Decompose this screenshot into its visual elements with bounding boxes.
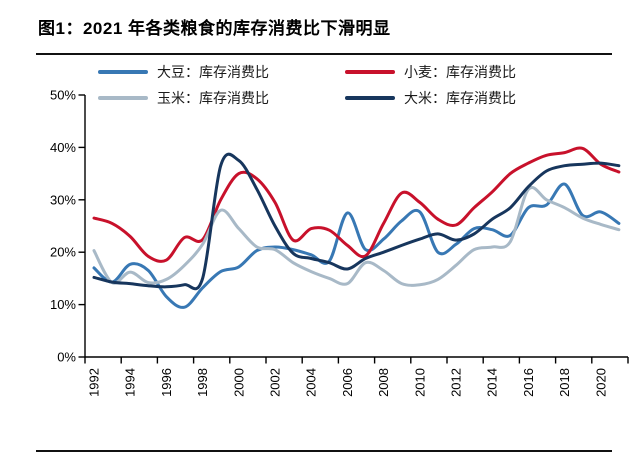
legend-item-soybean: 大豆：库存消费比 [98,63,269,81]
x-axis-label: 2004 [304,368,319,397]
legend-item-corn: 玉米：库存消费比 [98,89,269,107]
legend-label-wheat: 小麦：库存消费比 [404,64,516,80]
y-axis-label: 0% [57,350,76,365]
series-line-wheat [92,146,621,263]
series-line-soybean [92,182,621,309]
x-axis-label: 2000 [231,368,246,397]
y-axis-label: 50% [50,88,76,103]
y-axis-label: 30% [50,192,76,207]
legend-line-swatch-rice [345,96,395,100]
title-divider [36,53,612,55]
bottom-divider [36,450,612,452]
x-axis-label: 2014 [485,368,500,397]
x-axis-label: 1998 [195,368,210,397]
x-axis-label: 2016 [521,368,536,397]
legend-label-soybean: 大豆：库存消费比 [157,64,269,80]
x-axis-label: 1994 [123,368,138,397]
legend-line-swatch-soybean [98,70,148,74]
x-axis-label: 2006 [340,368,355,397]
x-axis-label: 2002 [268,368,283,397]
x-axis-label: 2018 [557,368,572,397]
x-axis-label: 2012 [449,368,464,397]
y-axis-label: 40% [50,140,76,155]
series-line-corn [92,186,621,287]
y-axis-label: 10% [50,297,76,312]
x-axis-label: 2008 [376,368,391,397]
legend-label-rice: 大米：库存消费比 [404,90,516,106]
legend-label-corn: 玉米：库存消费比 [157,90,269,106]
figure-title: 图1：2021 年各类粮食的库存消费比下滑明显 [38,19,391,38]
legend-item-wheat: 小麦：库存消费比 [345,63,516,81]
y-axis-label: 20% [50,245,76,260]
x-axis-label: 1996 [159,368,174,397]
x-axis-label: 1992 [87,368,102,397]
legend-line-swatch-wheat [345,70,395,74]
legend-line-swatch-corn [98,96,148,100]
x-axis-label: 2020 [593,368,608,397]
x-axis-label: 2010 [412,368,427,397]
legend-item-rice: 大米：库存消费比 [345,89,516,107]
series-line-rice [92,152,621,291]
